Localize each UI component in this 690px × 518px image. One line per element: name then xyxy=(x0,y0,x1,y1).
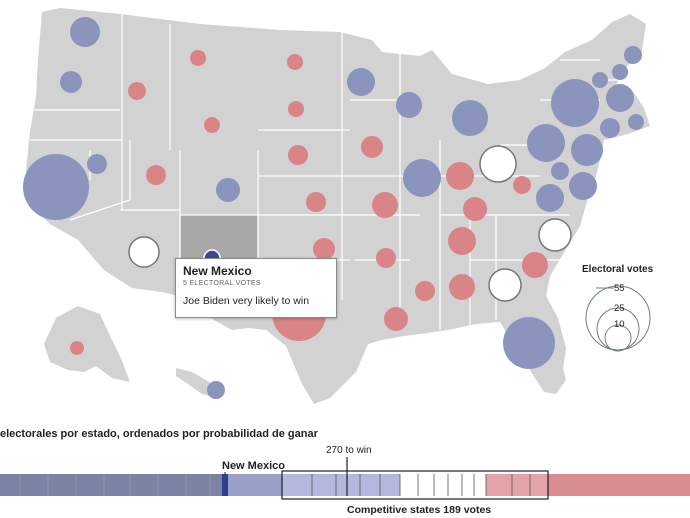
state-bubble[interactable] xyxy=(403,159,441,197)
legend-title: Electoral votes xyxy=(582,264,654,275)
legend-value-55: 55 xyxy=(614,283,625,294)
bar-competitive-dem xyxy=(282,474,400,496)
state-bubble[interactable] xyxy=(372,192,398,218)
state-bubble[interactable] xyxy=(571,134,603,166)
bar-segment-dividers xyxy=(311,474,531,496)
size-legend-circles xyxy=(585,285,651,352)
bar-title: electorales por estado, ordenados por pr… xyxy=(0,428,318,440)
dem-bubbles xyxy=(23,17,644,399)
state-bubble[interactable] xyxy=(70,17,100,47)
tooltip-prediction: Joe Biden very likely to win xyxy=(183,295,310,307)
state-bubble[interactable] xyxy=(536,184,564,212)
state-bubble[interactable] xyxy=(600,118,620,138)
state-bubble[interactable] xyxy=(347,68,375,96)
legend-value-25: 25 xyxy=(614,303,625,314)
state-bubble[interactable] xyxy=(527,124,565,162)
state-bubble[interactable] xyxy=(446,162,474,190)
state-bubble[interactable] xyxy=(60,71,82,93)
alaska-shape xyxy=(44,306,130,382)
state-bubble[interactable] xyxy=(415,281,435,301)
state-bubble[interactable] xyxy=(306,192,326,212)
bar-lean-dem xyxy=(228,474,282,496)
state-bubble[interactable] xyxy=(207,381,225,399)
bar-competitive-rep xyxy=(486,474,548,496)
state-bubble[interactable] xyxy=(592,72,608,88)
state-bubble[interactable] xyxy=(313,238,335,260)
state-bubble[interactable] xyxy=(628,114,644,130)
state-bubble[interactable] xyxy=(551,79,599,127)
bar-highlight-label: New Mexico xyxy=(222,460,285,472)
state-bubble[interactable] xyxy=(146,165,166,185)
state-bubble[interactable] xyxy=(287,54,303,70)
state-bubble[interactable] xyxy=(569,172,597,200)
state-bubble[interactable] xyxy=(23,154,89,220)
state-bubble[interactable] xyxy=(190,50,206,66)
state-bubble[interactable] xyxy=(128,82,146,100)
state-bubble[interactable] xyxy=(449,274,475,300)
state-bubble[interactable] xyxy=(612,64,628,80)
legend-circle-10 xyxy=(604,324,632,352)
bar-new-mexico-segment[interactable] xyxy=(222,474,228,496)
tooltip-electoral-votes: 5 ELECTORAL VOTES xyxy=(183,280,261,287)
state-bubble[interactable] xyxy=(503,317,555,369)
state-bubble[interactable] xyxy=(396,92,422,118)
state-bubble[interactable] xyxy=(624,46,642,64)
state-bubble[interactable] xyxy=(479,145,517,183)
legend-circle-25 xyxy=(596,307,640,351)
state-bubble[interactable] xyxy=(551,162,569,180)
state-bubble[interactable] xyxy=(384,307,408,331)
state-tooltip: New Mexico 5 ELECTORAL VOTES Joe Biden v… xyxy=(175,258,337,318)
state-bubble[interactable] xyxy=(216,178,240,202)
bar-dem-solid xyxy=(0,474,222,496)
state-bubble[interactable] xyxy=(452,100,488,136)
win-threshold-label: 270 to win xyxy=(326,445,372,456)
bar-tossup xyxy=(400,474,486,496)
state-bubble[interactable] xyxy=(513,176,531,194)
tooltip-state-name: New Mexico xyxy=(183,264,252,278)
state-bubble[interactable] xyxy=(606,84,634,112)
state-bubble[interactable] xyxy=(204,117,220,133)
state-bubble[interactable] xyxy=(538,218,572,252)
competitive-states-label: Competitive states 189 votes xyxy=(347,504,492,516)
legend-circle-55 xyxy=(585,285,651,351)
legend-value-10: 10 xyxy=(614,319,625,330)
tossup-bubbles xyxy=(128,145,572,302)
state-bubble[interactable] xyxy=(288,101,304,117)
competitive-states-box xyxy=(281,470,549,500)
state-bubble[interactable] xyxy=(376,248,396,268)
state-bubble[interactable] xyxy=(463,197,487,221)
state-bubble[interactable] xyxy=(288,145,308,165)
electoral-votes-bar xyxy=(0,457,690,500)
state-bubble[interactable] xyxy=(488,268,522,302)
us-mainland-shape xyxy=(26,8,650,404)
state-bubble[interactable] xyxy=(128,236,160,268)
state-bubble[interactable] xyxy=(448,227,476,255)
state-bubble[interactable] xyxy=(87,154,107,174)
bar-dem-ticks xyxy=(19,474,211,496)
bar-rep-solid xyxy=(548,474,690,496)
state-bubble[interactable] xyxy=(70,341,84,355)
state-bubble[interactable] xyxy=(361,136,383,158)
state-bubble[interactable] xyxy=(522,252,548,278)
